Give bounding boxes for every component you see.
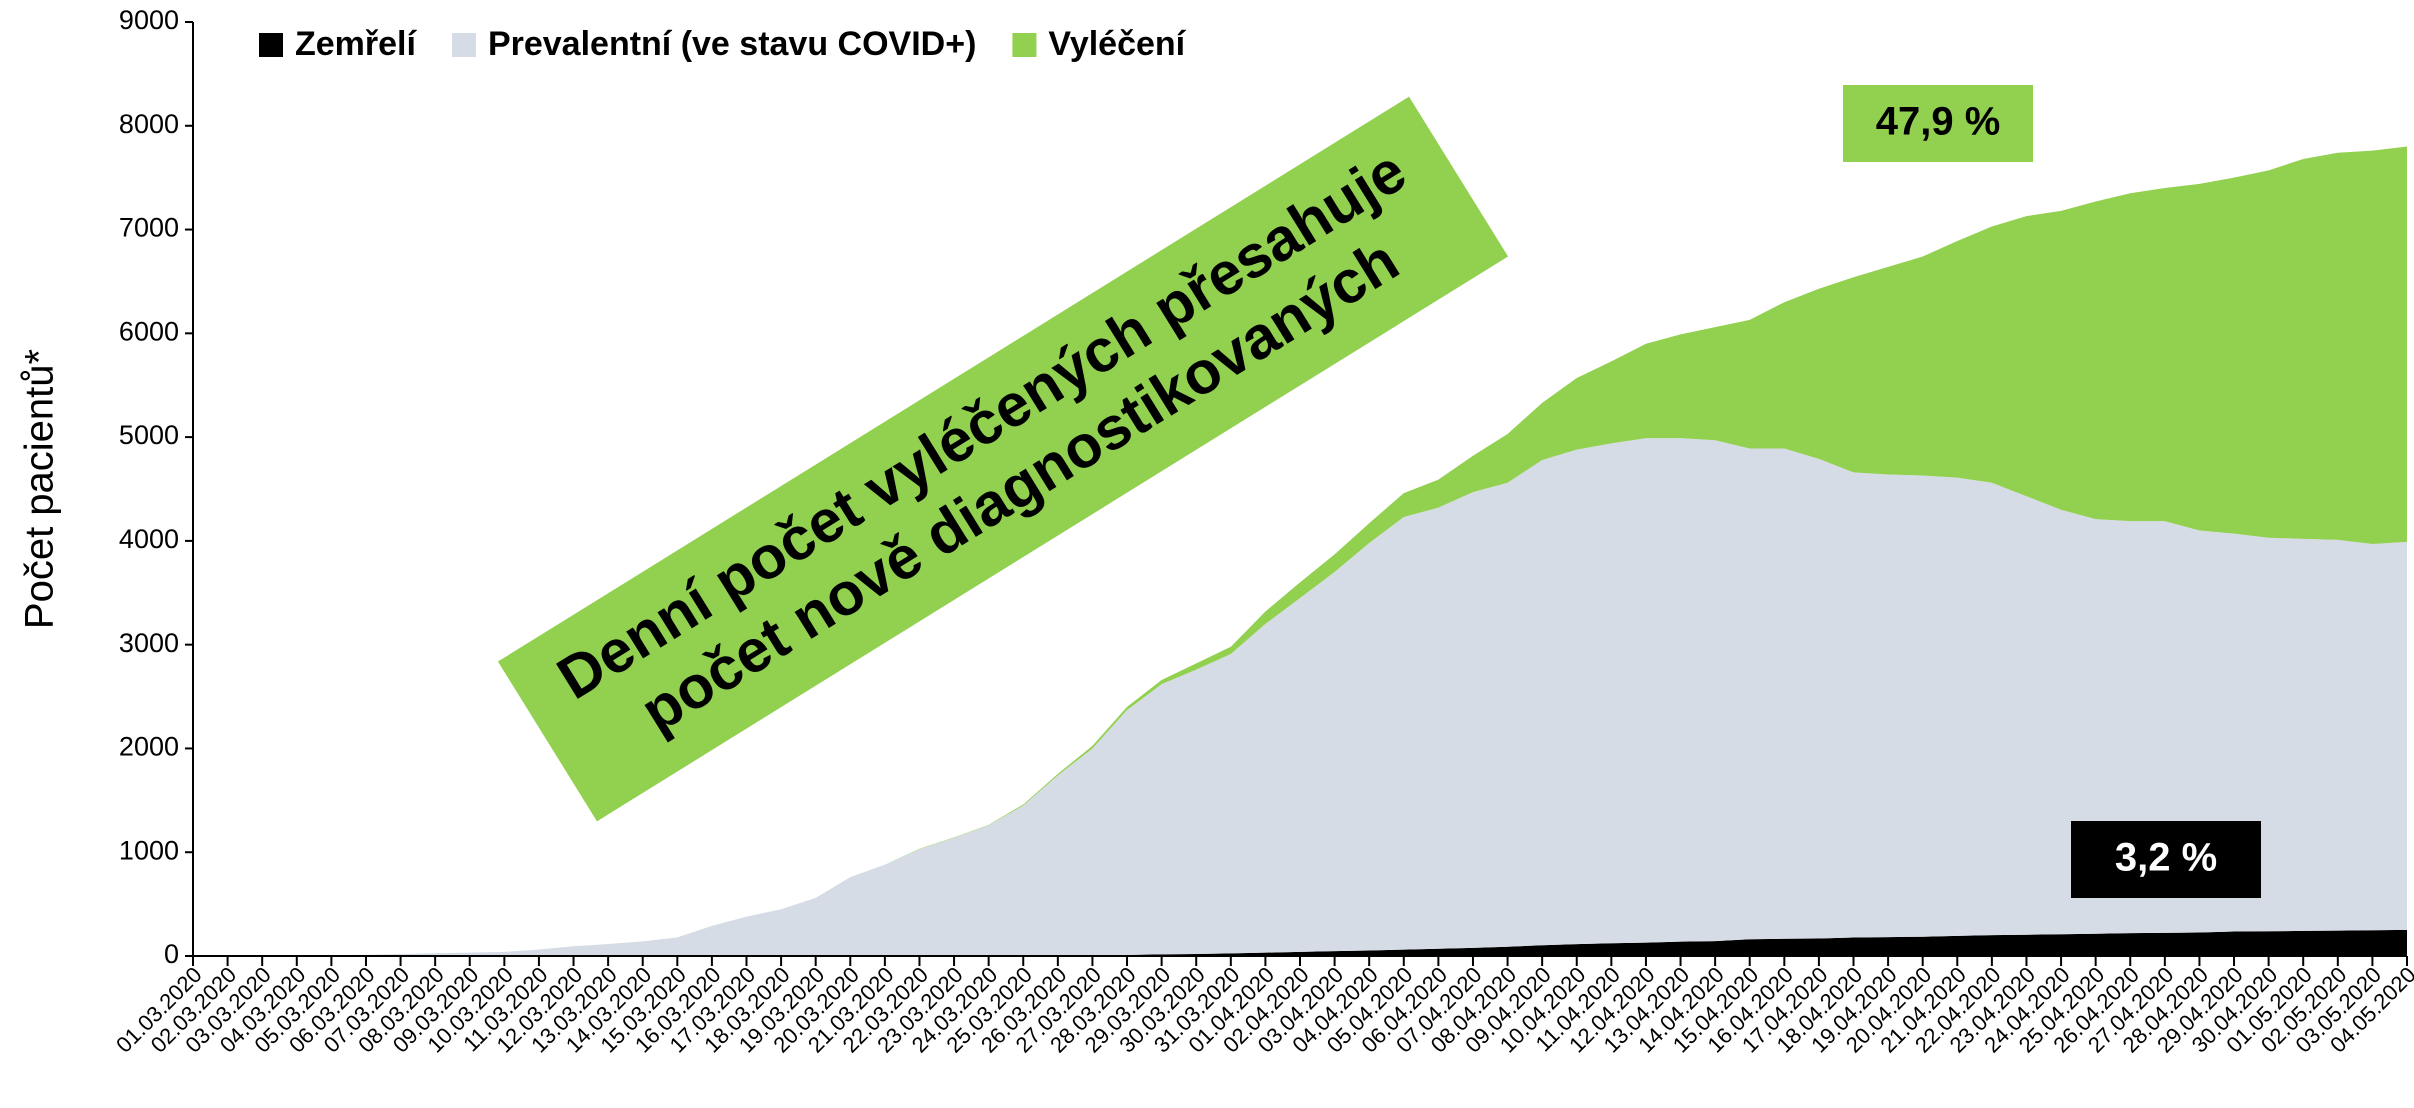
legend-label: Zemřelí [295, 25, 417, 63]
y-axis-title: Počet pacientů* [18, 349, 62, 629]
y-tick-label: 6000 [119, 316, 179, 346]
y-tick-label: 7000 [119, 213, 179, 243]
y-tick-label: 5000 [119, 420, 179, 450]
legend-label: Vyléčení [1048, 25, 1186, 63]
legend-swatch [259, 33, 283, 57]
banner-box [497, 96, 1509, 822]
annotation-box [1843, 85, 2033, 162]
y-tick-label: 1000 [119, 835, 179, 865]
legend-swatch [451, 33, 476, 57]
y-tick-label: 0 [164, 939, 179, 969]
annotation: 47,9 % [1876, 100, 2001, 144]
annotation-box [2071, 821, 2261, 898]
y-tick-label: 9000 [119, 5, 179, 35]
area [193, 929, 2407, 956]
y-tick-label: 4000 [119, 524, 179, 554]
legend-label: Prevalentní (ve stavu COVID+) [488, 25, 976, 63]
y-tick-label: 8000 [119, 109, 179, 139]
area [193, 146, 2407, 957]
area [193, 438, 2407, 956]
y-tick-label: 3000 [119, 628, 179, 658]
legend-swatch [1012, 33, 1037, 57]
y-tick-label: 2000 [119, 732, 179, 762]
annotation: 3,2 % [2115, 836, 2217, 880]
